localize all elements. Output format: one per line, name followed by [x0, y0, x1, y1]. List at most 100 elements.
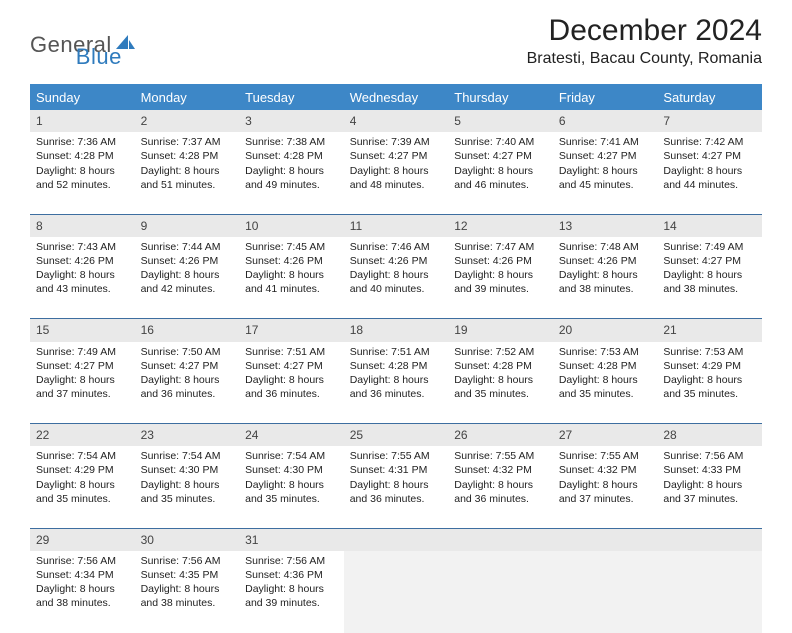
sunrise-line: Sunrise: 7:49 AM — [663, 240, 756, 254]
daylight-line: Daylight: 8 hours and 36 minutes. — [245, 373, 338, 401]
daylight-line: Daylight: 8 hours and 35 minutes. — [36, 478, 129, 506]
sunset-line: Sunset: 4:26 PM — [245, 254, 338, 268]
daylight-line: Daylight: 8 hours and 36 minutes. — [350, 478, 443, 506]
day-number-cell: 23 — [135, 424, 240, 447]
day-number: 28 — [657, 424, 762, 446]
day-cell: Sunrise: 7:51 AMSunset: 4:27 PMDaylight:… — [239, 342, 344, 424]
day-cell: Sunrise: 7:44 AMSunset: 4:26 PMDaylight:… — [135, 237, 240, 319]
sunset-line: Sunset: 4:27 PM — [141, 359, 234, 373]
weekday-header: Saturday — [657, 84, 762, 110]
weekday-header-row: SundayMondayTuesdayWednesdayThursdayFrid… — [30, 84, 762, 110]
daylight-line: Daylight: 8 hours and 43 minutes. — [36, 268, 129, 296]
daylight-line: Daylight: 8 hours and 35 minutes. — [245, 478, 338, 506]
sunset-line: Sunset: 4:33 PM — [663, 463, 756, 477]
sunrise-line: Sunrise: 7:48 AM — [559, 240, 652, 254]
day-number: 30 — [135, 529, 240, 551]
day-number-row: 15161718192021 — [30, 319, 762, 342]
title-block: December 2024 Bratesti, Bacau County, Ro… — [527, 14, 762, 68]
daylight-line: Daylight: 8 hours and 38 minutes. — [36, 582, 129, 610]
day-number-cell: 10 — [239, 214, 344, 237]
day-number-cell: 4 — [344, 110, 449, 132]
day-number: 6 — [553, 110, 658, 132]
empty-cell — [448, 528, 553, 551]
sunset-line: Sunset: 4:29 PM — [663, 359, 756, 373]
weekday-header: Sunday — [30, 84, 135, 110]
sunrise-line: Sunrise: 7:56 AM — [245, 554, 338, 568]
sunset-line: Sunset: 4:26 PM — [141, 254, 234, 268]
day-number: 11 — [344, 215, 449, 237]
daylight-line: Daylight: 8 hours and 38 minutes. — [663, 268, 756, 296]
header: General Blue December 2024 Bratesti, Bac… — [0, 0, 792, 76]
day-number-cell: 30 — [135, 528, 240, 551]
day-number-cell: 31 — [239, 528, 344, 551]
sunrise-line: Sunrise: 7:37 AM — [141, 135, 234, 149]
day-cell: Sunrise: 7:51 AMSunset: 4:28 PMDaylight:… — [344, 342, 449, 424]
sunset-line: Sunset: 4:30 PM — [245, 463, 338, 477]
sunset-line: Sunset: 4:31 PM — [350, 463, 443, 477]
daylight-line: Daylight: 8 hours and 38 minutes. — [559, 268, 652, 296]
sunrise-line: Sunrise: 7:40 AM — [454, 135, 547, 149]
sunset-line: Sunset: 4:28 PM — [245, 149, 338, 163]
sunset-line: Sunset: 4:26 PM — [36, 254, 129, 268]
day-details: Sunrise: 7:53 AMSunset: 4:29 PMDaylight:… — [657, 342, 762, 408]
day-cell: Sunrise: 7:36 AMSunset: 4:28 PMDaylight:… — [30, 132, 135, 214]
sunset-line: Sunset: 4:28 PM — [454, 359, 547, 373]
day-number-cell: 11 — [344, 214, 449, 237]
day-cell: Sunrise: 7:55 AMSunset: 4:32 PMDaylight:… — [553, 446, 658, 528]
day-number: 21 — [657, 319, 762, 341]
day-cell: Sunrise: 7:38 AMSunset: 4:28 PMDaylight:… — [239, 132, 344, 214]
day-number: 14 — [657, 215, 762, 237]
sunrise-line: Sunrise: 7:42 AM — [663, 135, 756, 149]
sunrise-line: Sunrise: 7:54 AM — [141, 449, 234, 463]
sunrise-line: Sunrise: 7:53 AM — [559, 345, 652, 359]
day-details: Sunrise: 7:51 AMSunset: 4:27 PMDaylight:… — [239, 342, 344, 408]
day-number: 1 — [30, 110, 135, 132]
sunset-line: Sunset: 4:30 PM — [141, 463, 234, 477]
day-cell: Sunrise: 7:52 AMSunset: 4:28 PMDaylight:… — [448, 342, 553, 424]
sunrise-line: Sunrise: 7:56 AM — [663, 449, 756, 463]
sunset-line: Sunset: 4:32 PM — [454, 463, 547, 477]
day-details: Sunrise: 7:54 AMSunset: 4:29 PMDaylight:… — [30, 446, 135, 512]
day-details: Sunrise: 7:37 AMSunset: 4:28 PMDaylight:… — [135, 132, 240, 198]
daylight-line: Daylight: 8 hours and 37 minutes. — [36, 373, 129, 401]
sunrise-line: Sunrise: 7:50 AM — [141, 345, 234, 359]
day-number-cell: 15 — [30, 319, 135, 342]
sunset-line: Sunset: 4:28 PM — [350, 359, 443, 373]
sunset-line: Sunset: 4:27 PM — [663, 254, 756, 268]
day-details: Sunrise: 7:51 AMSunset: 4:28 PMDaylight:… — [344, 342, 449, 408]
day-number-cell: 2 — [135, 110, 240, 132]
day-number-cell: 13 — [553, 214, 658, 237]
day-details: Sunrise: 7:56 AMSunset: 4:36 PMDaylight:… — [239, 551, 344, 617]
daylight-line: Daylight: 8 hours and 45 minutes. — [559, 164, 652, 192]
day-number: 26 — [448, 424, 553, 446]
logo-text-blue: Blue — [76, 44, 122, 70]
daylight-line: Daylight: 8 hours and 35 minutes. — [559, 373, 652, 401]
day-content-row: Sunrise: 7:36 AMSunset: 4:28 PMDaylight:… — [30, 132, 762, 214]
day-number: 3 — [239, 110, 344, 132]
daylight-line: Daylight: 8 hours and 39 minutes. — [454, 268, 547, 296]
daylight-line: Daylight: 8 hours and 49 minutes. — [245, 164, 338, 192]
daylight-line: Daylight: 8 hours and 35 minutes. — [454, 373, 547, 401]
day-details: Sunrise: 7:48 AMSunset: 4:26 PMDaylight:… — [553, 237, 658, 303]
day-cell: Sunrise: 7:48 AMSunset: 4:26 PMDaylight:… — [553, 237, 658, 319]
day-details: Sunrise: 7:56 AMSunset: 4:33 PMDaylight:… — [657, 446, 762, 512]
day-details: Sunrise: 7:55 AMSunset: 4:32 PMDaylight:… — [553, 446, 658, 512]
day-number-cell: 20 — [553, 319, 658, 342]
day-content-row: Sunrise: 7:54 AMSunset: 4:29 PMDaylight:… — [30, 446, 762, 528]
daylight-line: Daylight: 8 hours and 38 minutes. — [141, 582, 234, 610]
day-content-row: Sunrise: 7:49 AMSunset: 4:27 PMDaylight:… — [30, 342, 762, 424]
daylight-line: Daylight: 8 hours and 40 minutes. — [350, 268, 443, 296]
sunrise-line: Sunrise: 7:54 AM — [245, 449, 338, 463]
sunset-line: Sunset: 4:34 PM — [36, 568, 129, 582]
day-number-cell: 14 — [657, 214, 762, 237]
sunset-line: Sunset: 4:26 PM — [454, 254, 547, 268]
day-cell: Sunrise: 7:42 AMSunset: 4:27 PMDaylight:… — [657, 132, 762, 214]
sunrise-line: Sunrise: 7:41 AM — [559, 135, 652, 149]
day-number: 24 — [239, 424, 344, 446]
weekday-header: Monday — [135, 84, 240, 110]
day-cell: Sunrise: 7:56 AMSunset: 4:35 PMDaylight:… — [135, 551, 240, 633]
sunset-line: Sunset: 4:29 PM — [36, 463, 129, 477]
day-number-row: 891011121314 — [30, 214, 762, 237]
day-cell: Sunrise: 7:55 AMSunset: 4:32 PMDaylight:… — [448, 446, 553, 528]
day-number: 22 — [30, 424, 135, 446]
